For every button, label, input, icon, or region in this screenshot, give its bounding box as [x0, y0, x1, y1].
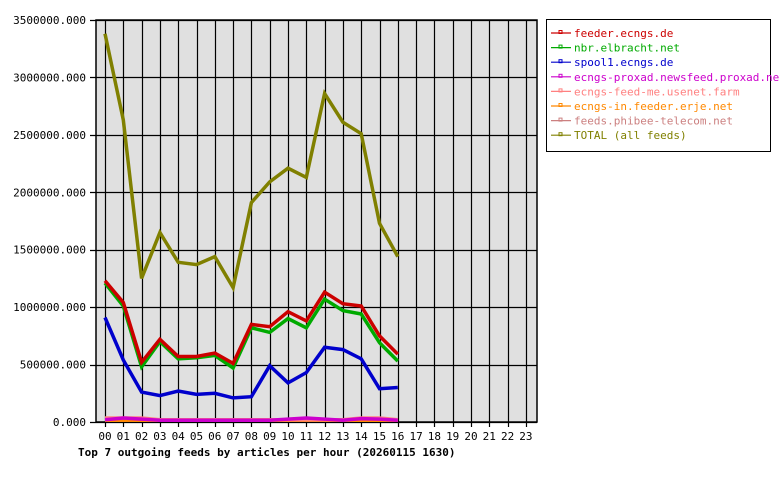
- x-tick-label: 06: [208, 430, 221, 443]
- x-tick-label: 22: [501, 430, 514, 443]
- legend-label: ecngs-in.feeder.erje.net: [574, 100, 733, 113]
- y-tick-label: 3000000.000: [13, 71, 86, 84]
- x-tick-label: 15: [373, 430, 386, 443]
- x-tick-label: 13: [336, 430, 349, 443]
- plot-frame: [95, 19, 538, 423]
- legend-label: feeds.phibee-telecom.net: [574, 115, 733, 128]
- legend-item: ecngs-in.feeder.erje.net: [551, 100, 733, 113]
- legend: feeder.ecngs.de nbr.elbracht.netspool1.ec…: [546, 19, 780, 152]
- y-axis: 0.000 500000.000 1000000.000 1500000.000 200…: [13, 14, 86, 429]
- x-tick-label: 12: [318, 430, 331, 443]
- series-line-total-all-feeds-: [103, 33, 400, 293]
- legend-item: feeder.ecngs.de: [551, 27, 673, 40]
- legend-item: ecngs-proxad.newsfeed.proxad.net: [551, 71, 780, 84]
- y-tick-label: 3500000.000: [13, 14, 86, 27]
- y-tick-label: 0.000: [53, 416, 86, 429]
- legend-item: feeds.phibee-telecom.net: [551, 115, 733, 128]
- y-tick-label: 1500000.000: [13, 244, 86, 257]
- series-line-ecngs-proxad-newsfeed-proxad-net: [104, 416, 398, 423]
- legend-label: ecngs-proxad.newsfeed.proxad.net: [574, 71, 780, 84]
- x-tick-label: 01: [117, 430, 130, 443]
- x-tick-label: 18: [428, 430, 441, 443]
- x-tick-label: 03: [153, 430, 166, 443]
- legend-item: TOTAL (all feeds): [551, 129, 687, 142]
- legend-label: feeder.ecngs.de: [574, 27, 673, 40]
- y-tick-label: 500000.000: [20, 359, 86, 372]
- legend-box: [546, 19, 771, 152]
- y-tick-label: 2500000.000: [13, 129, 86, 142]
- chart-title: Top 7 outgoing feeds by articles per hou…: [78, 446, 456, 459]
- y-tick-label: 1000000.000: [13, 301, 86, 314]
- series-line-spool1-ecngs-de: [103, 316, 398, 400]
- x-axis: 00 01 02 03 04 05 06 07 08 09 10 11 12 13 14 15 16 17 18 19…: [98, 430, 532, 443]
- x-tick-label: 19: [446, 430, 459, 443]
- x-tick-label: 21: [483, 430, 496, 443]
- legend-marker-icon: [558, 59, 563, 64]
- x-tick-label: 02: [135, 430, 148, 443]
- x-tick-label: 05: [190, 430, 203, 443]
- legend-label: nbr.elbracht.net: [574, 42, 680, 55]
- x-tick-label: 08: [245, 430, 258, 443]
- x-tick-label: 07: [226, 430, 239, 443]
- x-tick-label: 04: [172, 430, 186, 443]
- legend-marker-icon: [558, 30, 563, 34]
- legend-marker-icon: [558, 103, 563, 107]
- plot-area: [90, 19, 538, 427]
- x-tick-label: 10: [281, 430, 294, 443]
- x-tick-label: 17: [409, 430, 422, 443]
- legend-marker-icon: [558, 132, 563, 137]
- legend-marker-icon: [558, 44, 563, 49]
- series-lines: [103, 33, 400, 423]
- legend-item: spool1.ecngs.de: [551, 56, 673, 69]
- x-tick-label: 16: [391, 430, 404, 443]
- x-tick-label: 11: [300, 430, 313, 443]
- legend-item: ecngs-feed-me.usenet.farm: [551, 85, 740, 98]
- legend-marker-icon: [558, 88, 563, 93]
- legend-item: nbr.elbracht.net: [551, 42, 680, 55]
- x-tick-label: 14: [355, 430, 369, 443]
- legend-marker-icon: [558, 73, 563, 78]
- x-tick-label: 20: [464, 430, 477, 443]
- legend-label: TOTAL (all feeds): [574, 129, 687, 142]
- x-tick-label: 23: [519, 430, 532, 443]
- y-tick-label: 2000000.000: [13, 186, 86, 199]
- legend-label: spool1.ecngs.de: [574, 56, 673, 69]
- legend-marker-icon: [558, 117, 563, 122]
- series-line-feeder-ecngs-de: [103, 279, 400, 366]
- x-tick-label: 09: [263, 430, 276, 443]
- x-tick-label: 00: [98, 430, 111, 443]
- legend-label: ecngs-feed-me.usenet.farm: [574, 85, 740, 98]
